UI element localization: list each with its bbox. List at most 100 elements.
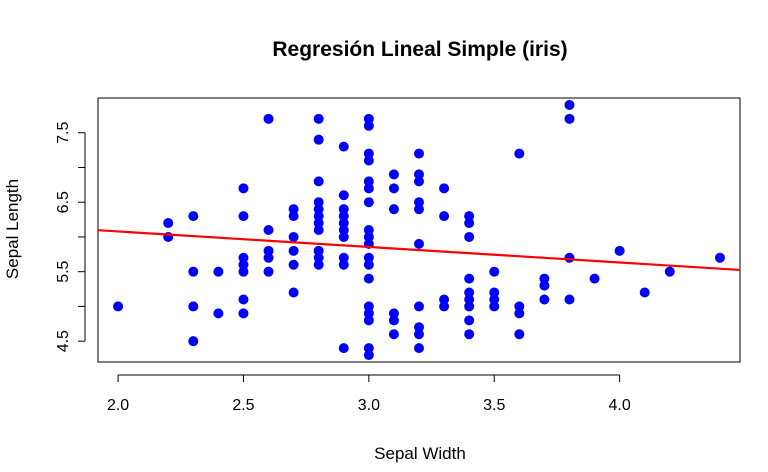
data-point [263,245,274,256]
x-axis-label: Sepal Width [374,444,466,463]
data-point [313,245,324,256]
data-point [338,211,349,222]
data-point [238,211,249,222]
data-point [338,259,349,270]
data-point [363,259,374,270]
data-point [313,197,324,208]
data-point [363,301,374,312]
data-point [388,308,399,319]
data-point [539,294,550,305]
data-point [363,231,374,242]
data-point [188,336,199,347]
data-point [464,218,475,229]
plot-frame [97,97,741,363]
data-point [414,176,424,187]
x-tick-label: 2.0 [107,397,129,414]
data-point [439,294,450,305]
x-tick-label: 3.0 [358,397,380,414]
data-point [313,113,324,124]
data-point [363,343,374,354]
data-point [363,148,374,159]
data-point [388,204,399,215]
data-point [313,218,324,229]
data-point [313,252,324,263]
data-point [464,329,475,340]
data-point [564,99,575,110]
data-point [188,301,199,312]
data-point [439,211,450,222]
data-point [338,252,349,263]
data-point [564,294,575,305]
data-point [489,287,500,298]
data-point [338,141,349,152]
data-point [238,308,249,319]
data-point [263,113,274,124]
data-point [188,211,199,222]
data-point [313,259,324,270]
data-point [313,225,324,235]
data-point [464,287,475,298]
data-point [464,301,475,312]
data-point [414,343,424,354]
data-point [188,266,199,277]
data-point [639,287,650,298]
data-point [514,148,525,159]
data-point [414,204,424,215]
data-point [113,301,124,312]
data-point [263,252,274,263]
data-point [564,252,575,263]
data-point [414,148,424,159]
data-point [363,176,374,187]
data-point [464,273,475,284]
data-point [514,329,525,340]
data-point [388,315,399,326]
data-point [288,211,299,222]
y-tick-label: 7.5 [55,122,72,144]
data-point [363,252,374,263]
data-point [213,308,224,319]
data-point [238,183,249,194]
data-point [363,225,374,235]
data-point [464,315,475,326]
data-point [363,350,374,361]
data-point [439,183,450,194]
data-point [439,301,450,312]
data-point [313,204,324,215]
data-point [338,218,349,229]
y-tick-label: 4.5 [55,330,72,352]
data-point [338,190,349,201]
data-point [388,169,399,180]
data-point [514,301,525,312]
y-axis-label: Sepal Length [3,179,22,279]
data-point [414,197,424,208]
data-point [388,183,399,194]
data-point [288,204,299,215]
data-point [338,204,349,215]
data-point [288,287,299,298]
x-tick-label: 3.5 [483,397,505,414]
data-point [564,113,575,124]
data-point [589,273,600,284]
data-point [363,197,374,208]
data-point [414,301,424,312]
plot-layer: 2.0 2.5 3.0 3.5 4.0 4.5 5.5 6.5 7.5 [55,97,741,414]
data-point [338,225,349,235]
data-point [313,134,324,145]
data-point [464,294,475,305]
data-point [363,113,374,124]
data-point [388,329,399,340]
data-point [489,266,500,277]
data-point [614,245,625,256]
data-point [414,322,424,333]
data-point [464,211,475,222]
data-point [489,294,500,305]
x-tick-label: 4.0 [609,397,631,414]
data-point [238,259,249,270]
chart-title: Regresión Lineal Simple (iris) [272,38,567,61]
data-point [288,259,299,270]
data-point [514,308,525,319]
data-point [414,329,424,340]
data-point [363,273,374,284]
data-point [363,183,374,194]
